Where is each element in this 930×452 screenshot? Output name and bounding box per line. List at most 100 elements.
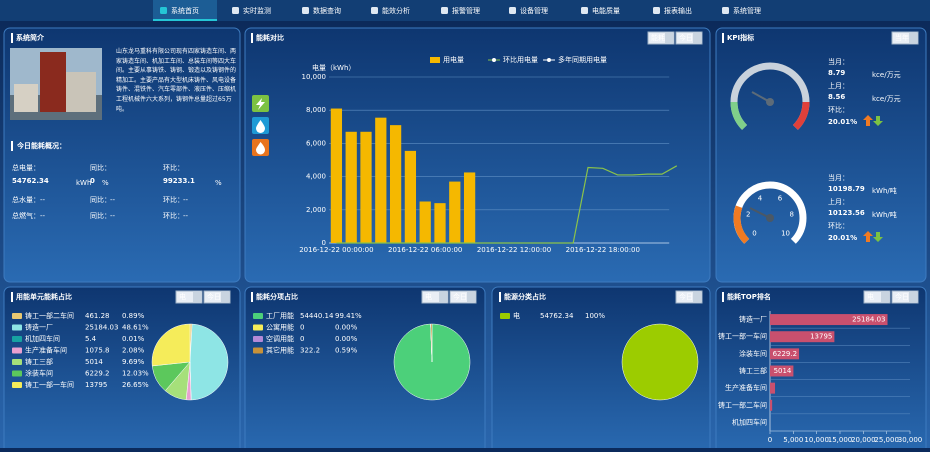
legend-share: 0.01% xyxy=(122,335,145,343)
legend-swatch xyxy=(253,336,263,342)
dropdown-text: 能耗 xyxy=(651,33,665,42)
kpi-label: 当月： xyxy=(828,57,849,66)
dropdown-arrow xyxy=(221,292,229,302)
legend-label: 铸工一部一车间 xyxy=(25,380,74,389)
kpi-value: 10123.56 xyxy=(828,209,865,217)
metric-label: 同比： xyxy=(90,163,111,172)
dropdown-arrow xyxy=(693,33,701,43)
dropdown-arrow xyxy=(693,292,701,302)
dropdown-text: 今日 xyxy=(679,292,693,301)
nav-item[interactable]: 数据查询 xyxy=(313,6,341,15)
nav-item[interactable]: 报表输出 xyxy=(664,6,692,15)
legend-label: 用电量 xyxy=(443,55,464,64)
metric-label: 总水量： xyxy=(12,195,40,204)
metric-value: -- xyxy=(110,196,116,204)
nav-item[interactable]: 实时监测 xyxy=(243,6,271,15)
y-tick-label: 铸工三部 xyxy=(739,366,767,375)
nav-icon[interactable] xyxy=(581,7,588,14)
metric-value: 54762.34 xyxy=(12,177,49,185)
metric-value: -- xyxy=(183,212,189,220)
legend-share: 99.41% xyxy=(335,312,362,320)
legend-label: 空调用能 xyxy=(266,334,294,343)
nav-icon[interactable] xyxy=(232,7,239,14)
title-bar xyxy=(251,292,253,302)
legend-share: 2.08% xyxy=(122,347,145,355)
legend-share: 0.59% xyxy=(335,347,358,355)
nav-icon[interactable] xyxy=(509,7,516,14)
legend-swatch xyxy=(492,58,496,62)
bar xyxy=(449,182,460,243)
kpi-value: 8.56 xyxy=(828,93,845,101)
legend-label: 铸工一部二车间 xyxy=(25,311,74,320)
dropdown-arrow xyxy=(193,292,201,302)
nav-icon[interactable] xyxy=(302,7,309,14)
dropdown-arrow xyxy=(909,33,917,43)
metric-label: 同比： xyxy=(90,211,111,220)
nav-item[interactable]: 能效分析 xyxy=(382,6,410,15)
legend-swatch xyxy=(12,382,22,388)
kpi-unit: kce/万元 xyxy=(872,95,901,103)
bar-value-label: 5014 xyxy=(774,367,792,375)
metric-label: 环比： xyxy=(163,211,184,220)
bar xyxy=(434,203,445,243)
nav-item[interactable]: 设备管理 xyxy=(520,6,548,15)
dropdown-arrow xyxy=(881,292,889,302)
legend-share: 0.00% xyxy=(335,335,358,343)
legend-swatch xyxy=(253,348,263,354)
nav-item[interactable]: 电能质量 xyxy=(592,6,620,15)
nav-icon[interactable] xyxy=(722,7,729,14)
nav-icon[interactable] xyxy=(160,7,167,14)
kpi-value: 10198.79 xyxy=(828,185,865,193)
nav-item[interactable]: 系统首页 xyxy=(171,6,199,15)
gauge-tick-label: 0 xyxy=(752,230,756,238)
legend-swatch xyxy=(12,313,22,319)
dropdown-text: 电 xyxy=(867,292,874,301)
gauge-tick-label: 4 xyxy=(758,194,763,202)
legend-share: 12.03% xyxy=(122,370,149,378)
y-tick-label: 8,000 xyxy=(306,106,326,114)
metric-unit: % xyxy=(215,179,222,187)
panel-title: 系统简介 xyxy=(16,33,45,42)
legend-swatch xyxy=(253,325,263,331)
legend-share: 0.89% xyxy=(122,312,145,320)
nav-item[interactable]: 报警管理 xyxy=(452,6,480,15)
metric-value: -- xyxy=(40,196,46,204)
kpi-label: 环比： xyxy=(828,105,849,114)
bar xyxy=(405,151,416,243)
nav-icon[interactable] xyxy=(653,7,660,14)
intro-text: 山东龙马重科有限公司现有四家铸造车间、两家铸造车间、机加工车间、总装车间等四大车… xyxy=(116,47,236,114)
nav-icon[interactable] xyxy=(441,7,448,14)
bar xyxy=(331,109,342,243)
dropdown-text: 当年 xyxy=(895,33,909,42)
title-bar xyxy=(722,292,724,302)
kpi-label: 当月： xyxy=(828,173,849,182)
legend-label: 多年同期用电量 xyxy=(558,55,607,64)
legend-label: 铸造一厂 xyxy=(25,323,53,332)
legend-label: 生产准备车间 xyxy=(25,346,67,355)
dropdown-text: 今日 xyxy=(679,33,693,42)
company-photo xyxy=(10,48,102,120)
legend-swatch xyxy=(500,313,510,319)
bar xyxy=(770,383,775,394)
bar xyxy=(360,132,371,243)
bar-value-label: 6229.2 xyxy=(773,350,798,358)
metric-value: -- xyxy=(183,196,189,204)
legend-label: 环比用电量 xyxy=(503,55,538,64)
nav-icon[interactable] xyxy=(371,7,378,14)
legend-share: 26.65% xyxy=(122,381,149,389)
legend-value: 1075.8 xyxy=(85,347,110,355)
nav-item[interactable]: 系统管理 xyxy=(733,6,761,15)
title-bar xyxy=(11,292,13,302)
bar xyxy=(390,125,401,243)
dropdown-text: 电 xyxy=(179,292,186,301)
metric-value: 99233.1 xyxy=(163,177,195,185)
y-tick-label: 铸工一部二车间 xyxy=(718,400,767,409)
panel-title: 能耗对比 xyxy=(256,33,284,42)
legend-swatch xyxy=(430,57,440,63)
kpi-unit: kce/万元 xyxy=(872,71,901,79)
kpi-label: 环比： xyxy=(828,221,849,230)
metric-value: -- xyxy=(40,212,46,220)
x-tick-label: 30,000 xyxy=(898,436,923,444)
legend-value: 13795 xyxy=(85,381,107,389)
panel-title: 能耗分项占比 xyxy=(256,292,298,301)
